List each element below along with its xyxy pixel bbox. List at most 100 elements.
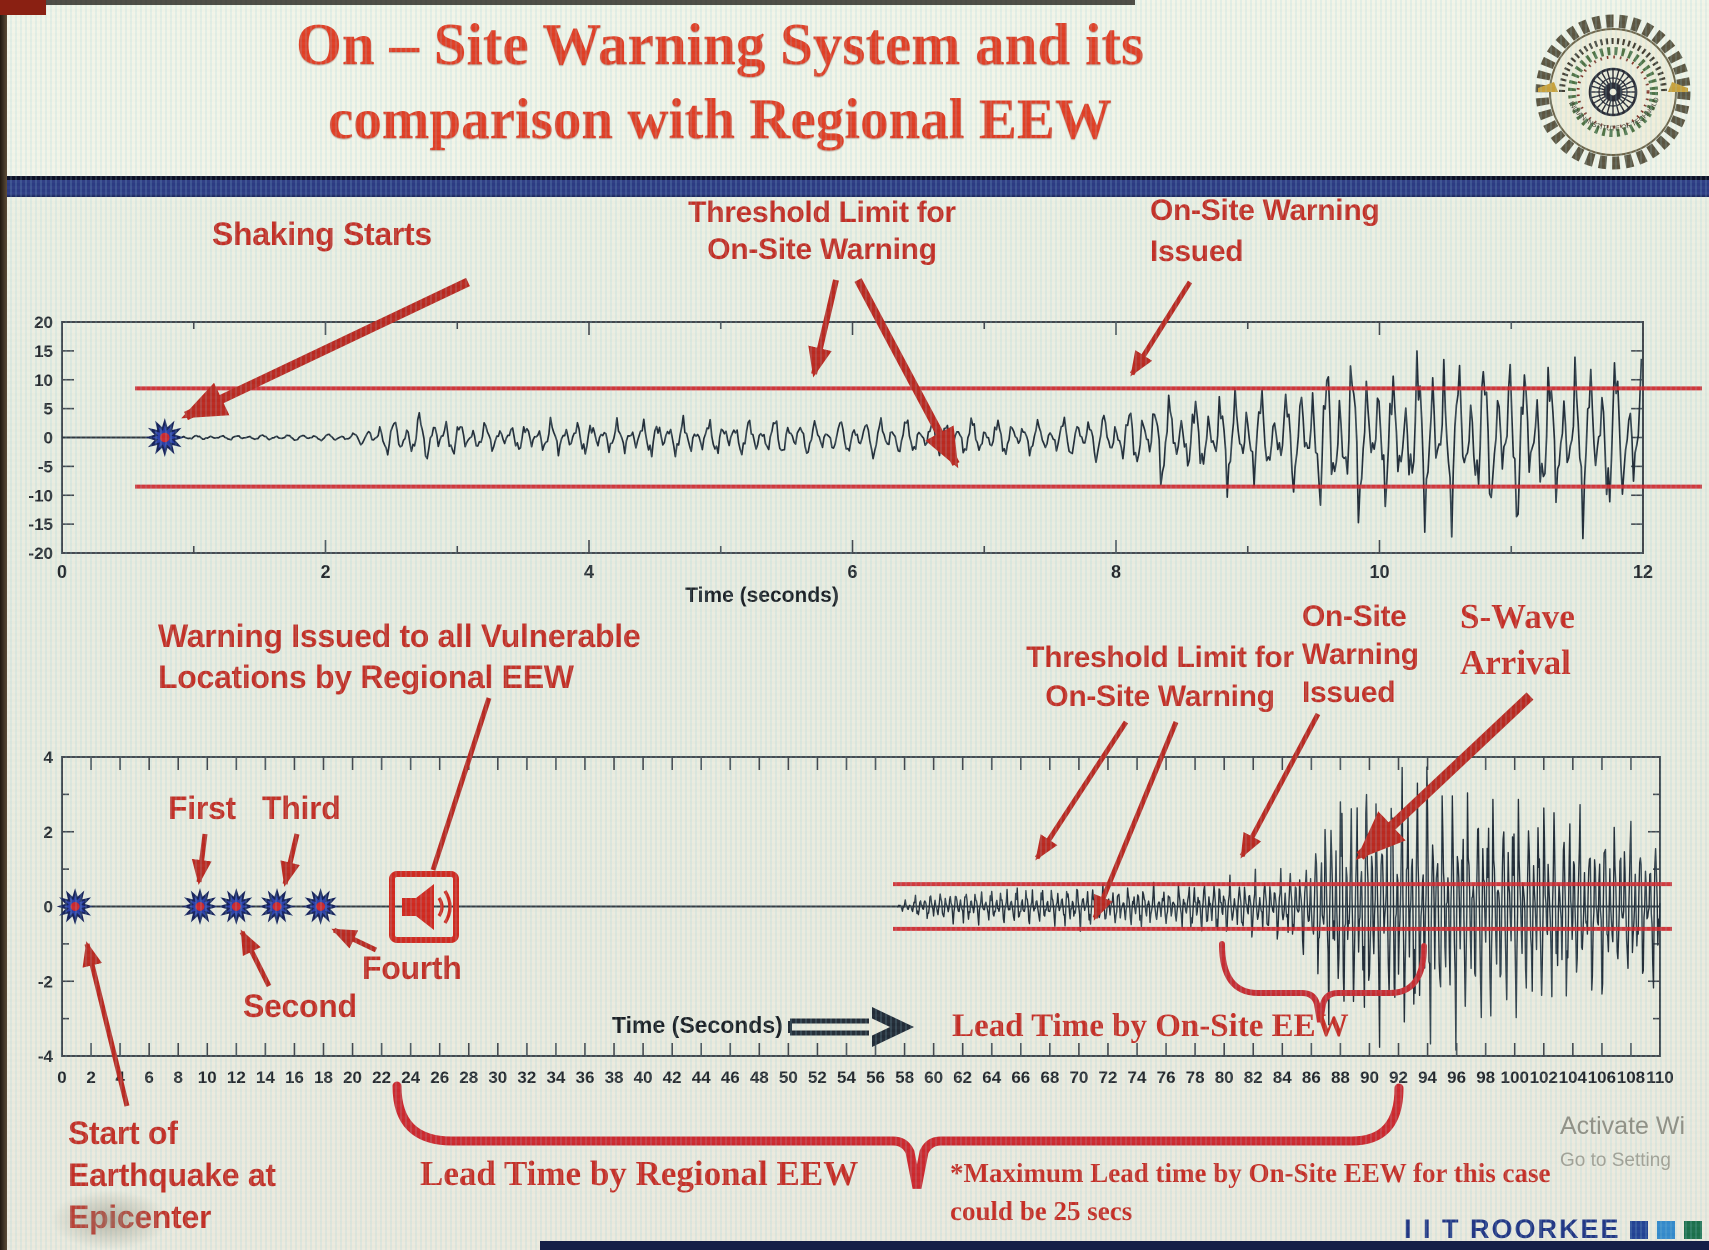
arrow-threshold-bottom-upper [1034, 720, 1129, 861]
svg-text:-15: -15 [28, 515, 53, 534]
svg-text:0: 0 [57, 562, 67, 582]
label-time-top: Time (seconds) [685, 584, 839, 607]
arrow-onsite-warning-bottom [1239, 712, 1321, 859]
svg-text:86: 86 [1302, 1068, 1321, 1087]
svg-text:36: 36 [576, 1068, 595, 1087]
logo-motif-ring [1568, 47, 1658, 137]
label-swave-line2: Arrival [1460, 643, 1571, 682]
label-threshold-top-line2: On-Site Warning [707, 233, 937, 266]
svg-text:96: 96 [1447, 1068, 1466, 1087]
label-lead-time-regional: Lead Time by Regional EEW [420, 1154, 859, 1193]
logo-gold-right [1668, 82, 1688, 92]
page-title: On – Site Warning System and its compari… [20, 4, 1420, 156]
svg-text:10: 10 [34, 371, 53, 390]
arrow-shaking-starts [181, 277, 470, 421]
svg-text:-2: -2 [38, 972, 53, 991]
svg-text:24: 24 [401, 1068, 420, 1087]
svg-text:54: 54 [837, 1068, 856, 1087]
label-second: Second [243, 988, 357, 1024]
label-regional-warning-line1: Warning Issued to all Vulnerable [158, 618, 641, 654]
svg-text:78: 78 [1186, 1068, 1205, 1087]
svg-text:58: 58 [895, 1068, 914, 1087]
regional-warning-speaker-icon [389, 871, 459, 943]
photo-corner-artifact [0, 0, 46, 15]
svg-text:4: 4 [584, 562, 594, 582]
svg-text:82: 82 [1244, 1068, 1263, 1087]
svg-text:74: 74 [1128, 1068, 1147, 1087]
svg-text:70: 70 [1069, 1068, 1088, 1087]
svg-text:14: 14 [256, 1068, 275, 1087]
svg-text:18: 18 [314, 1068, 333, 1087]
svg-text:64: 64 [982, 1068, 1001, 1087]
svg-text:-20: -20 [28, 544, 53, 563]
watermark-line1: Activate Wi [1560, 1112, 1686, 1140]
svg-text:4: 4 [44, 748, 54, 767]
svg-text:68: 68 [1040, 1068, 1059, 1087]
svg-text:52: 52 [808, 1068, 827, 1087]
svg-text:80: 80 [1215, 1068, 1234, 1087]
svg-text:44: 44 [692, 1068, 711, 1087]
brand-square-3 [1683, 1220, 1702, 1239]
label-epicenter: Start of Earthquake at Epicenter [68, 1112, 276, 1238]
arrow-threshold-top-lower [854, 278, 960, 469]
svg-text:12: 12 [227, 1068, 246, 1087]
svg-text:48: 48 [750, 1068, 769, 1087]
page-title-line1: On – Site Warning System and its [295, 11, 1144, 77]
svg-text:32: 32 [517, 1068, 536, 1087]
logo-motif-ring2 [1576, 55, 1650, 129]
svg-text:22: 22 [372, 1068, 391, 1087]
label-threshold-top: Threshold Limit for On-Site Warning [672, 194, 972, 268]
svg-text:38: 38 [605, 1068, 624, 1087]
page-title-line2: comparison with Regional EEW [328, 88, 1112, 151]
iit-roorkee-text: I I T ROORKEE [1404, 1214, 1621, 1244]
brand-square-2 [1656, 1220, 1675, 1239]
svg-text:20: 20 [343, 1068, 362, 1087]
svg-text:104: 104 [1559, 1068, 1588, 1087]
brace-lead-time-onsite [1219, 941, 1427, 1023]
divider-band [0, 176, 1709, 197]
svg-text:6: 6 [144, 1068, 153, 1087]
arrow-threshold-top-upper [808, 279, 839, 378]
label-onsite-warning-top-line2: Issued [1150, 235, 1244, 268]
svg-text:8: 8 [1111, 562, 1121, 582]
svg-text:90: 90 [1360, 1068, 1379, 1087]
time-axis-arrow-icon [788, 1007, 914, 1047]
svg-text:12: 12 [1633, 562, 1653, 582]
svg-text:56: 56 [866, 1068, 885, 1087]
svg-text:100: 100 [1501, 1068, 1529, 1087]
svg-text:42: 42 [663, 1068, 682, 1087]
label-epicenter-line2: Earthquake at [68, 1157, 276, 1193]
label-shaking-starts: Shaking Starts [212, 216, 432, 252]
svg-text:16: 16 [285, 1068, 304, 1087]
svg-text:2: 2 [44, 823, 53, 842]
arrow-epicenter [82, 941, 130, 1107]
svg-text:72: 72 [1099, 1068, 1118, 1087]
svg-text:110: 110 [1646, 1068, 1673, 1087]
label-footnote-line2: could be 25 secs [950, 1196, 1133, 1226]
arrow-third [280, 833, 300, 887]
label-footnote-line1: *Maximum Lead time by On-Site EEW for th… [950, 1158, 1551, 1188]
label-threshold-top-line1: Threshold Limit for [688, 196, 956, 229]
photo-edge-left [0, 0, 7, 1250]
photo-edge-bottom [540, 1241, 1709, 1250]
svg-text:88: 88 [1331, 1068, 1350, 1087]
label-swave-line1: S-Wave [1460, 597, 1575, 636]
label-onsite-warning-bottom-line2: Warning [1302, 638, 1419, 671]
iit-roorkee-logo: INDIAN INSTITUTE OF TECHNOLOGY ROORKEE [1516, 6, 1691, 170]
photo-edge-top [40, 0, 1135, 5]
label-threshold-bottom: Threshold Limit for On-Site Warning [975, 638, 1345, 716]
svg-text:76: 76 [1157, 1068, 1176, 1087]
arrow-swave-arrival [1355, 692, 1534, 861]
svg-text:40: 40 [634, 1068, 653, 1087]
brand-square-1 [1629, 1220, 1648, 1239]
logo-devanagari-text-arc [1559, 38, 1667, 93]
svg-text:2: 2 [320, 562, 330, 582]
arrow-fourth [331, 927, 378, 953]
svg-text:62: 62 [953, 1068, 972, 1087]
label-onsite-warning-bottom-line1: On-Site [1302, 600, 1407, 633]
label-third: Third [262, 790, 341, 826]
arrow-onsite-warning-top [1129, 280, 1193, 377]
svg-text:-4: -4 [38, 1047, 54, 1066]
label-onsite-warning-top: On-Site Warning Issued [1150, 190, 1380, 272]
